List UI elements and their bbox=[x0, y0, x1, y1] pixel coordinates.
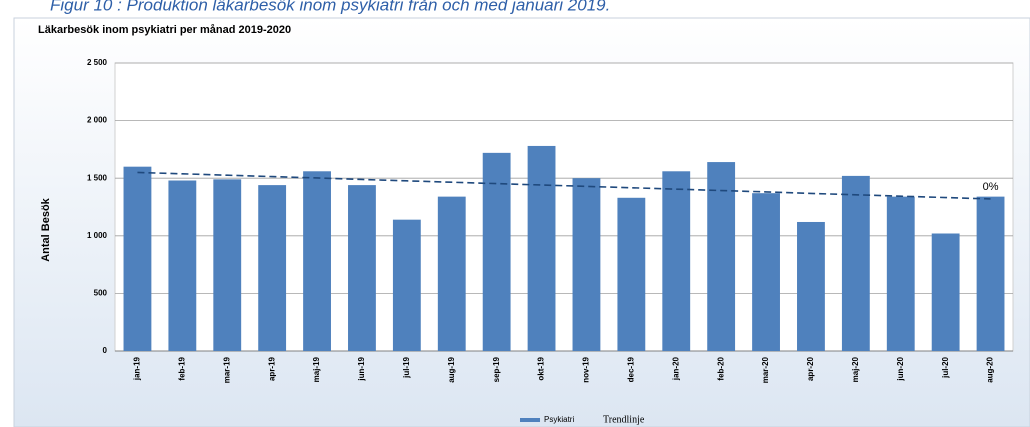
plot-area bbox=[114, 62, 1014, 352]
x-tick-label: aug-20 bbox=[986, 356, 995, 382]
x-tick-label: apr-19 bbox=[267, 356, 276, 381]
x-tick-label: feb-19 bbox=[177, 356, 186, 380]
bar bbox=[258, 185, 287, 351]
bar bbox=[662, 171, 691, 351]
legend-label: Trendlinje bbox=[603, 414, 645, 425]
bar bbox=[797, 221, 825, 351]
bar bbox=[213, 179, 242, 351]
x-tick-label: sep-19 bbox=[492, 356, 501, 382]
x-tick-label: mar-19 bbox=[222, 356, 231, 383]
bar bbox=[303, 171, 331, 351]
bar bbox=[752, 193, 780, 351]
legend-label: Psykiatri bbox=[544, 415, 574, 424]
x-tick-label: jul-20 bbox=[941, 356, 950, 378]
x-tick-label: nov-19 bbox=[582, 356, 591, 382]
caption: Figur 10 : Produktion läkarbesök inom ps… bbox=[50, 0, 610, 14]
bar bbox=[572, 178, 601, 351]
bar bbox=[976, 196, 1005, 351]
bar bbox=[437, 196, 466, 351]
bar bbox=[707, 162, 736, 351]
y-tick-label: 1 000 bbox=[87, 231, 108, 240]
y-tick-label: 500 bbox=[94, 289, 108, 298]
x-tick-label: jan-20 bbox=[671, 356, 680, 381]
x-tick-label: mar-20 bbox=[761, 356, 770, 383]
x-tick-label: maj-19 bbox=[312, 356, 321, 382]
bar bbox=[617, 197, 646, 351]
bar bbox=[841, 175, 870, 351]
bar bbox=[886, 196, 915, 351]
y-tick-label: 0 bbox=[103, 346, 108, 355]
y-tick-label: 1 500 bbox=[87, 173, 108, 182]
x-tick-label: okt-19 bbox=[537, 356, 546, 380]
bar bbox=[527, 145, 556, 351]
x-tick-label: maj-20 bbox=[851, 356, 860, 382]
x-tick-label: aug-19 bbox=[447, 356, 456, 382]
x-tick-label: apr-20 bbox=[806, 356, 815, 381]
y-axis-label: Antal Besök bbox=[40, 197, 52, 261]
bar bbox=[931, 233, 960, 351]
x-tick-label: jun-19 bbox=[357, 356, 366, 381]
x-tick-label: dec-19 bbox=[626, 356, 635, 382]
x-tick-label: jul-19 bbox=[402, 356, 411, 378]
bar bbox=[168, 180, 197, 351]
y-tick-label: 2 000 bbox=[87, 116, 108, 125]
bar bbox=[348, 185, 376, 351]
chart-title: Läkarbesök inom psykiatri per månad 2019… bbox=[38, 24, 291, 36]
x-tick-label: feb-20 bbox=[716, 356, 725, 380]
x-tick-label: jun-20 bbox=[896, 356, 905, 381]
x-tick-label: jan-19 bbox=[133, 356, 142, 381]
bar bbox=[482, 152, 511, 351]
y-tick-label: 2 500 bbox=[87, 58, 108, 67]
bar bbox=[392, 219, 421, 351]
legend-swatch bbox=[520, 418, 540, 422]
annotation: 0% bbox=[983, 181, 999, 193]
bar bbox=[123, 166, 152, 351]
